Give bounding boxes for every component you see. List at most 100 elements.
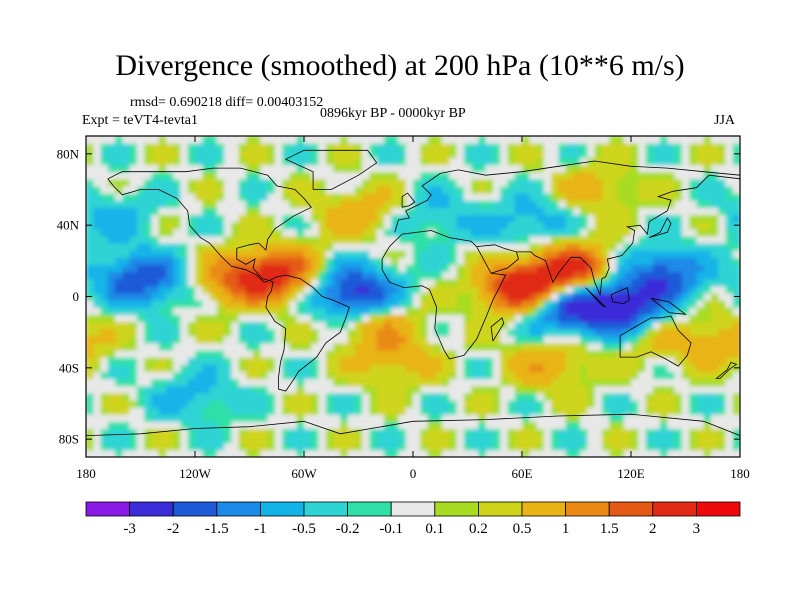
- field-cell: [391, 314, 400, 323]
- field-cell: [325, 264, 334, 273]
- field-cell: [274, 300, 283, 308]
- field-cell: [231, 292, 240, 301]
- field-cell: [543, 221, 552, 230]
- field-cell: [245, 207, 254, 216]
- field-cell: [652, 335, 661, 344]
- field-cell: [732, 321, 740, 330]
- field-cell: [267, 278, 276, 287]
- field-cell: [478, 250, 487, 258]
- field-cell: [129, 407, 138, 415]
- field-cell: [289, 300, 298, 308]
- field-cell: [325, 350, 334, 358]
- field-cell: [383, 257, 392, 265]
- field-cell: [478, 357, 487, 365]
- field-cell: [463, 421, 472, 430]
- field-cell: [471, 157, 479, 166]
- field-cell: [195, 307, 203, 315]
- field-cell: [434, 385, 443, 394]
- field-cell: [122, 435, 131, 444]
- field-cell: [703, 442, 712, 451]
- field-cell: [463, 271, 472, 280]
- field-cell: [195, 136, 203, 144]
- field-cell: [703, 428, 712, 437]
- field-cell: [383, 407, 392, 415]
- field-cell: [267, 200, 276, 208]
- field-cell: [202, 300, 211, 308]
- field-cell: [514, 357, 523, 365]
- field-cell: [216, 435, 225, 444]
- field-cell: [231, 150, 240, 158]
- field-cell: [514, 171, 523, 180]
- field-cell: [529, 235, 538, 244]
- field-cell: [151, 171, 160, 180]
- field-cell: [238, 157, 247, 166]
- field-cell: [689, 164, 697, 173]
- field-cell: [551, 221, 559, 230]
- field-cell: [347, 392, 356, 401]
- field-cell: [136, 150, 145, 158]
- field-cell: [660, 200, 668, 208]
- field-cell: [507, 300, 516, 308]
- field-cell: [173, 328, 182, 337]
- field-cell: [129, 171, 138, 180]
- field-cell: [304, 228, 312, 237]
- field-cell: [282, 207, 291, 216]
- field-cell: [580, 350, 588, 358]
- field-cell: [376, 321, 385, 330]
- field-cell: [565, 292, 574, 301]
- field-cell: [485, 164, 494, 173]
- field-cell: [478, 185, 487, 194]
- field-cell: [122, 136, 131, 144]
- field-cell: [383, 435, 392, 444]
- field-cell: [333, 371, 341, 380]
- field-cell: [601, 364, 610, 372]
- field-cell: [391, 399, 400, 408]
- field-cell: [202, 193, 211, 201]
- field-cell: [333, 335, 341, 344]
- field-cell: [195, 407, 203, 415]
- field-cell: [216, 385, 225, 394]
- field-cell: [274, 178, 283, 187]
- field-cell: [122, 150, 131, 158]
- field-cell: [420, 143, 429, 151]
- field-cell: [86, 143, 94, 151]
- field-cell: [587, 193, 596, 201]
- field-cell: [623, 164, 632, 173]
- field-cell: [522, 171, 530, 180]
- field-cell: [674, 235, 683, 244]
- field-cell: [703, 207, 712, 216]
- field-cell: [224, 157, 232, 166]
- field-cell: [274, 449, 283, 457]
- field-cell: [442, 285, 450, 294]
- field-cell: [536, 364, 545, 372]
- field-cell: [500, 171, 509, 180]
- field-cell: [362, 228, 370, 237]
- field-cell: [623, 257, 632, 265]
- field-cell: [245, 200, 254, 208]
- field-cell: [572, 435, 581, 444]
- field-cell: [333, 385, 341, 394]
- field-cell: [485, 321, 494, 330]
- field-cell: [376, 307, 385, 315]
- field-cell: [594, 378, 603, 387]
- field-cell: [224, 385, 232, 394]
- field-cell: [631, 150, 639, 158]
- field-cell: [507, 250, 516, 258]
- field-cell: [354, 164, 363, 173]
- field-cell: [681, 449, 690, 457]
- field-cell: [209, 264, 218, 273]
- field-cell: [362, 414, 370, 422]
- field-cell: [420, 185, 429, 194]
- field-cell: [282, 357, 291, 365]
- field-cell: [667, 214, 676, 223]
- field-cell: [173, 143, 182, 151]
- field-cell: [681, 435, 690, 444]
- field-cell: [304, 264, 312, 273]
- field-cell: [151, 200, 160, 208]
- field-cell: [551, 185, 559, 194]
- field-cell: [405, 421, 414, 430]
- field-cell: [238, 300, 247, 308]
- field-cell: [274, 185, 283, 194]
- field-cell: [202, 214, 211, 223]
- field-cell: [173, 264, 182, 273]
